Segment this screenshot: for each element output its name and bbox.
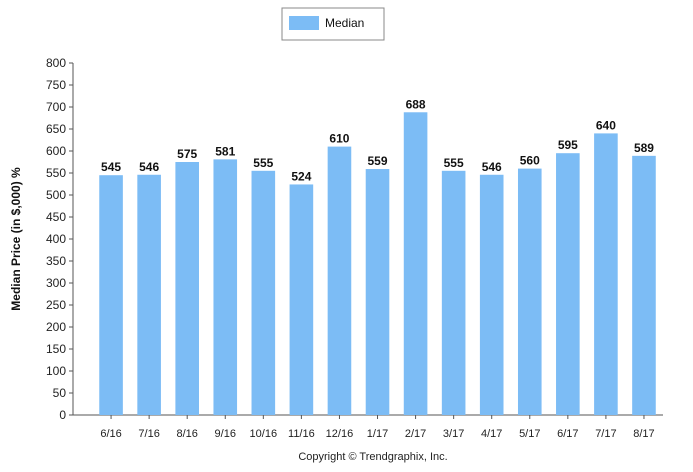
y-tick-label: 350 xyxy=(46,254,66,268)
y-tick-label: 200 xyxy=(46,320,66,334)
bar xyxy=(517,168,542,415)
data-label: 559 xyxy=(368,154,388,168)
data-label: 560 xyxy=(520,154,540,168)
x-tick-label: 2/17 xyxy=(405,428,426,440)
x-tick-label: 7/17 xyxy=(595,428,616,440)
y-tick-label: 50 xyxy=(53,386,67,400)
y-tick-label: 450 xyxy=(46,210,66,224)
y-tick-label: 400 xyxy=(46,232,66,246)
y-tick-label: 0 xyxy=(59,408,66,422)
legend: Median xyxy=(281,7,385,41)
x-tick-label: 7/16 xyxy=(138,428,159,440)
y-tick-label: 100 xyxy=(46,364,66,378)
bar xyxy=(403,112,428,415)
x-tick-label: 8/16 xyxy=(176,428,197,440)
bars: 545 546 575 581 555 524 610 559 688 555 546 560 595 6… xyxy=(99,97,656,415)
y-tick-label: 600 xyxy=(46,144,66,158)
x-tick-label: 5/17 xyxy=(519,428,540,440)
data-label: 688 xyxy=(406,97,426,111)
data-label: 546 xyxy=(139,160,159,174)
y-tick-label: 800 xyxy=(46,56,66,70)
bar xyxy=(594,133,618,415)
y-tick-label: 550 xyxy=(46,166,66,180)
y-axis-label: Median Price (in $,000) % xyxy=(9,167,23,311)
bar xyxy=(441,170,466,415)
y-tick-label: 300 xyxy=(46,276,66,290)
data-label: 589 xyxy=(634,141,654,155)
bar xyxy=(327,146,352,415)
x-tick-label: 11/16 xyxy=(288,428,315,440)
y-tick-label: 750 xyxy=(46,78,66,92)
data-label: 555 xyxy=(253,156,273,170)
bar xyxy=(632,155,656,415)
y-tick-label: 650 xyxy=(46,122,66,136)
data-label: 640 xyxy=(596,118,616,132)
data-label: 595 xyxy=(558,138,578,152)
y-tick-label: 150 xyxy=(46,342,66,356)
x-tick-label: 1/17 xyxy=(367,428,388,440)
bar xyxy=(99,175,123,415)
x-tick-label: 3/17 xyxy=(443,428,464,440)
copyright-text: Copyright © Trendgraphix, Inc. xyxy=(298,451,447,463)
data-label: 524 xyxy=(291,169,311,183)
bar xyxy=(175,162,199,415)
data-label: 555 xyxy=(444,156,464,170)
bar xyxy=(479,174,504,415)
data-label: 575 xyxy=(177,147,197,161)
data-label: 546 xyxy=(482,160,502,174)
legend-entry: Median xyxy=(325,16,364,30)
bar xyxy=(251,170,276,415)
bar xyxy=(137,174,161,415)
bar xyxy=(556,153,580,415)
y-tick-label: 500 xyxy=(46,188,66,202)
x-tick-label: 6/17 xyxy=(557,428,578,440)
data-label: 610 xyxy=(329,132,349,146)
data-label: 545 xyxy=(101,160,121,174)
x-tick-label: 9/16 xyxy=(215,428,236,440)
legend-swatch xyxy=(289,16,319,30)
bar xyxy=(365,169,390,415)
data-label: 581 xyxy=(215,144,235,158)
axes: 0 50 100 150 200 250 300 350 400 450 500 550 600 650 7… xyxy=(46,56,663,440)
x-tick-label: 4/17 xyxy=(481,428,502,440)
bar xyxy=(289,184,314,415)
y-tick-label: 700 xyxy=(46,100,66,114)
y-tick-label: 250 xyxy=(46,298,66,312)
x-tick-label: 8/17 xyxy=(633,428,654,440)
x-tick-label: 6/16 xyxy=(100,428,121,440)
x-tick-label: 12/16 xyxy=(326,428,354,440)
x-tick-label: 10/16 xyxy=(250,428,278,440)
bar xyxy=(213,159,238,415)
